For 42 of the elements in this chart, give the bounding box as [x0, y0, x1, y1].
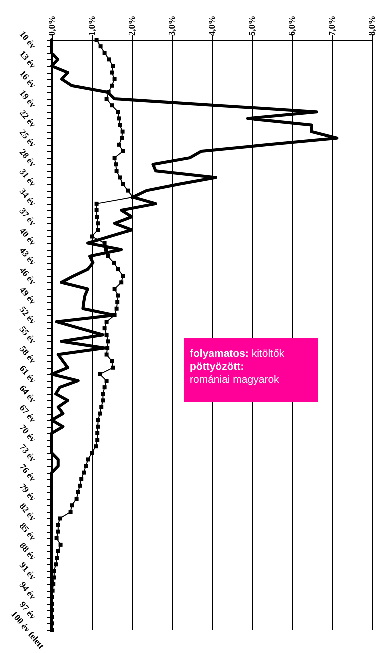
y-tick-label: 43 év — [18, 246, 38, 268]
note-box: folyamatos: kitöltők pöttyözött: romániai magyarok — [184, 338, 318, 402]
y-tick-label: 67 év — [18, 403, 38, 425]
y-tick-label: 70 év — [18, 422, 38, 445]
y-tick-label: 73 év — [18, 442, 38, 464]
x-tick-label: 3,0% — [167, 16, 177, 36]
x-tick-label: 2,0% — [127, 16, 137, 36]
x-tick-label: 5,0% — [247, 16, 257, 36]
annotation: romániai magyarok — [190, 374, 280, 386]
y-tick-label: 16 év — [18, 68, 38, 91]
y-tick-label: 61 év — [18, 364, 38, 386]
y-tick-label: 82 év — [18, 501, 38, 524]
y-tick-label: 76 év — [18, 462, 38, 484]
x-tick-label: 7,0% — [327, 16, 337, 36]
x-tick-label: 0,0% — [47, 16, 57, 36]
y-tick-label: 46 év — [18, 265, 38, 288]
x-tick-label: 6,0% — [287, 16, 297, 36]
y-tick-label: 10 év — [18, 29, 38, 52]
y-tick-label: 88 év — [18, 540, 38, 563]
y-tick-label: 28 év — [18, 147, 38, 170]
y-tick-label: 37 év — [18, 206, 38, 228]
y-tick-label: 91 év — [18, 560, 38, 582]
y-tick-label: 13 év — [18, 48, 38, 71]
y-tick-label: 22 év — [18, 108, 38, 130]
y-tick-label: 31 év — [18, 166, 38, 189]
y-tick-label: 49 év — [18, 284, 38, 307]
y-tick-label: 94 év — [18, 580, 38, 602]
y-tick-label: 40 év — [18, 226, 38, 248]
y-tick-label: 85 év — [18, 521, 38, 543]
annotation: pöttyözött: — [190, 361, 244, 373]
y-tick-label: 25 év — [18, 128, 38, 150]
y-tick-label: 19 év — [18, 88, 38, 110]
x-tick-label: 4,0% — [207, 16, 217, 36]
annotation: folyamatos: kitöltők — [190, 348, 285, 360]
y-tick-label: 52 év — [18, 304, 38, 327]
y-tick-label: 79 év — [18, 482, 38, 504]
x-tick-label: 1,0% — [87, 16, 97, 36]
y-tick-label: 58 év — [18, 344, 38, 366]
y-tick-label: 64 év — [18, 383, 38, 406]
y-tick-label: 55 év — [18, 324, 38, 346]
y-tick-label: 34 év — [18, 186, 38, 209]
x-tick-label: 8,0% — [367, 16, 377, 36]
